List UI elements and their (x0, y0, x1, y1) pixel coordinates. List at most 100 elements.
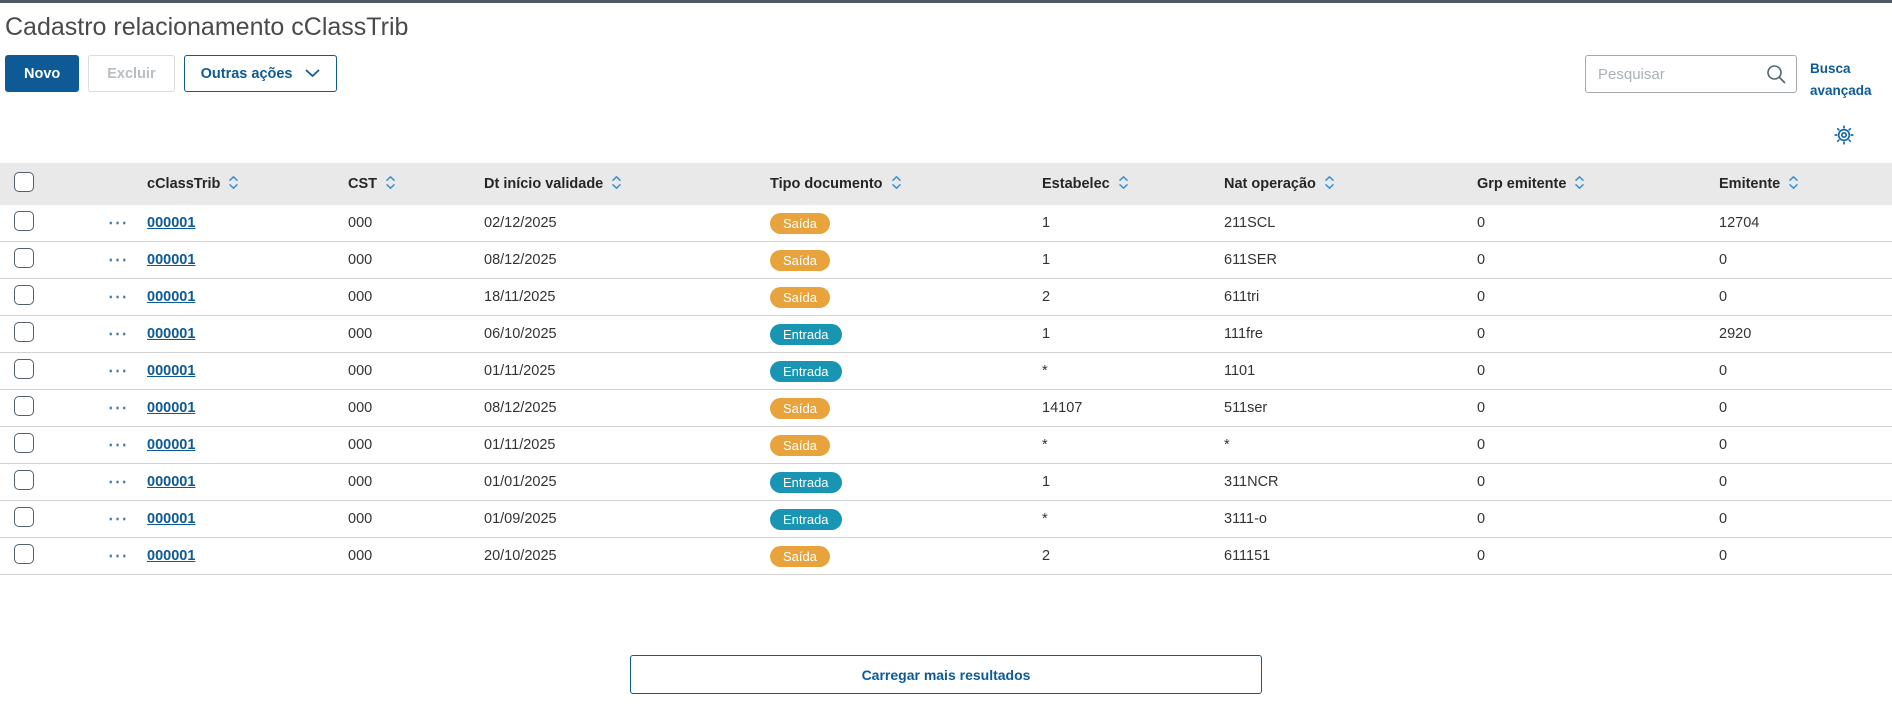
column-header-nat-operacao[interactable]: Nat operação (1224, 175, 1477, 194)
ellipsis-icon[interactable]: ⋅⋅⋅ (108, 548, 129, 566)
emitente-value: 0 (1719, 252, 1728, 269)
table-row: ⋅⋅⋅ 000001 000 18/11/2025 Saída 2 611tri… (0, 279, 1892, 317)
table-row: ⋅⋅⋅ 000001 000 01/01/2025 Entrada 1 311N… (0, 464, 1892, 502)
ellipsis-icon[interactable]: ⋅⋅⋅ (108, 215, 129, 233)
row-actions-cell: ⋅⋅⋅ (90, 436, 147, 454)
sort-chevrons-icon[interactable] (611, 175, 622, 194)
magnifier-icon[interactable] (1765, 63, 1787, 90)
grp-emitente-value: 0 (1477, 511, 1486, 528)
cclasstrib-link[interactable]: 000001 (147, 548, 196, 565)
nat-operacao-value: 611SER (1224, 252, 1277, 269)
sort-chevrons-icon[interactable] (1324, 175, 1335, 194)
cclasstrib-link[interactable]: 000001 (147, 400, 196, 417)
column-header-dt-inicio[interactable]: Dt início validade (484, 175, 770, 194)
ellipsis-icon[interactable]: ⋅⋅⋅ (108, 400, 129, 418)
sort-chevrons-icon[interactable] (1574, 175, 1585, 194)
ellipsis-icon[interactable]: ⋅⋅⋅ (108, 363, 129, 381)
row-checkbox-cell (0, 248, 90, 272)
row-checkbox[interactable] (14, 211, 34, 232)
page-title: Cadastro relacionamento cClassTrib (5, 13, 409, 41)
tipo-documento-cell: Saída (770, 434, 1042, 456)
estabelec-value: 1 (1042, 474, 1051, 491)
header-checkbox-cell (0, 172, 90, 196)
sort-chevrons-icon[interactable] (891, 175, 902, 194)
emitente-value: 0 (1719, 474, 1728, 491)
dt-inicio-value: 08/12/2025 (484, 252, 557, 269)
cclasstrib-link[interactable]: 000001 (147, 474, 196, 491)
ellipsis-icon[interactable]: ⋅⋅⋅ (108, 474, 129, 492)
emitente-value: 0 (1719, 400, 1728, 417)
grp-emitente-value: 0 (1477, 548, 1486, 565)
tipo-documento-cell: Saída (770, 249, 1042, 271)
tipo-documento-cell: Saída (770, 212, 1042, 234)
tipo-documento-cell: Entrada (770, 471, 1042, 493)
cclasstrib-link[interactable]: 000001 (147, 215, 196, 232)
row-checkbox[interactable] (14, 544, 34, 565)
row-checkbox[interactable] (14, 248, 34, 269)
search-area: Busca avançada (1585, 55, 1878, 101)
estabelec-value: * (1042, 511, 1048, 528)
ellipsis-icon[interactable]: ⋅⋅⋅ (108, 289, 129, 307)
column-header-cst[interactable]: CST (348, 175, 484, 194)
row-checkbox[interactable] (14, 359, 34, 380)
row-actions-cell: ⋅⋅⋅ (90, 510, 147, 528)
cclasstrib-link[interactable]: 000001 (147, 511, 196, 528)
row-checkbox[interactable] (14, 322, 34, 343)
tipo-documento-cell: Entrada (770, 508, 1042, 530)
row-checkbox[interactable] (14, 396, 34, 417)
search-input[interactable] (1585, 55, 1797, 93)
dt-inicio-value: 18/11/2025 (484, 289, 556, 306)
row-checkbox[interactable] (14, 285, 34, 306)
ellipsis-icon[interactable]: ⋅⋅⋅ (108, 437, 129, 455)
row-checkbox[interactable] (14, 433, 34, 454)
tipo-documento-badge: Entrada (770, 323, 842, 345)
cclasstrib-link[interactable]: 000001 (147, 326, 196, 343)
cclasstrib-link[interactable]: 000001 (147, 252, 196, 269)
dt-inicio-value: 02/12/2025 (484, 215, 557, 232)
column-header-grp-emitente[interactable]: Grp emitente (1477, 175, 1719, 194)
estabelec-value: 2 (1042, 548, 1051, 565)
cclasstrib-link[interactable]: 000001 (147, 437, 196, 454)
row-checkbox[interactable] (14, 507, 34, 528)
estabelec-value: 1 (1042, 326, 1051, 343)
cclasstrib-link[interactable]: 000001 (147, 363, 196, 380)
row-checkbox-cell (0, 211, 90, 235)
row-actions-cell: ⋅⋅⋅ (90, 399, 147, 417)
gear-icon[interactable] (1834, 125, 1854, 150)
advanced-search-link[interactable]: Busca avançada (1810, 61, 1872, 98)
tipo-documento-badge: Saída (770, 249, 830, 271)
ellipsis-icon[interactable]: ⋅⋅⋅ (108, 326, 129, 344)
select-all-checkbox[interactable] (14, 172, 34, 193)
emitente-value: 0 (1719, 437, 1728, 454)
nat-operacao-value: 611tri (1224, 289, 1260, 306)
nat-operacao-value: 611151 (1224, 548, 1271, 565)
nat-operacao-value: * (1224, 437, 1230, 454)
cclasstrib-link[interactable]: 000001 (147, 289, 196, 306)
load-more-button[interactable]: Carregar mais resultados (630, 655, 1262, 695)
action-buttons: Novo Excluir Outras ações (5, 55, 337, 92)
grp-emitente-value: 0 (1477, 474, 1486, 491)
column-header-emitente[interactable]: Emitente (1719, 175, 1892, 194)
new-button[interactable]: Novo (5, 55, 80, 92)
dt-inicio-value: 01/11/2025 (484, 363, 556, 380)
tipo-documento-badge: Saída (770, 434, 830, 456)
row-checkbox[interactable] (14, 470, 34, 491)
ellipsis-icon[interactable]: ⋅⋅⋅ (108, 511, 129, 529)
column-header-estabelec[interactable]: Estabelec (1042, 175, 1224, 194)
sort-chevrons-icon[interactable] (228, 175, 239, 194)
sort-chevrons-icon[interactable] (385, 175, 396, 194)
grp-emitente-value: 0 (1477, 252, 1486, 269)
row-checkbox-cell (0, 359, 90, 383)
sort-chevrons-icon[interactable] (1788, 175, 1799, 194)
row-actions-cell: ⋅⋅⋅ (90, 214, 147, 232)
column-header-tipo-documento[interactable]: Tipo documento (770, 175, 1042, 194)
tipo-documento-cell: Entrada (770, 360, 1042, 382)
ellipsis-icon[interactable]: ⋅⋅⋅ (108, 252, 129, 270)
sort-chevrons-icon[interactable] (1118, 175, 1129, 194)
estabelec-value: * (1042, 437, 1048, 454)
table-header-row: cClassTrib CST Dt início validade Tipo d… (0, 163, 1892, 206)
column-header-cclasstrib[interactable]: cClassTrib (147, 175, 348, 194)
other-actions-button[interactable]: Outras ações (183, 55, 337, 92)
tipo-documento-badge: Entrada (770, 360, 842, 382)
row-actions-cell: ⋅⋅⋅ (90, 251, 147, 269)
